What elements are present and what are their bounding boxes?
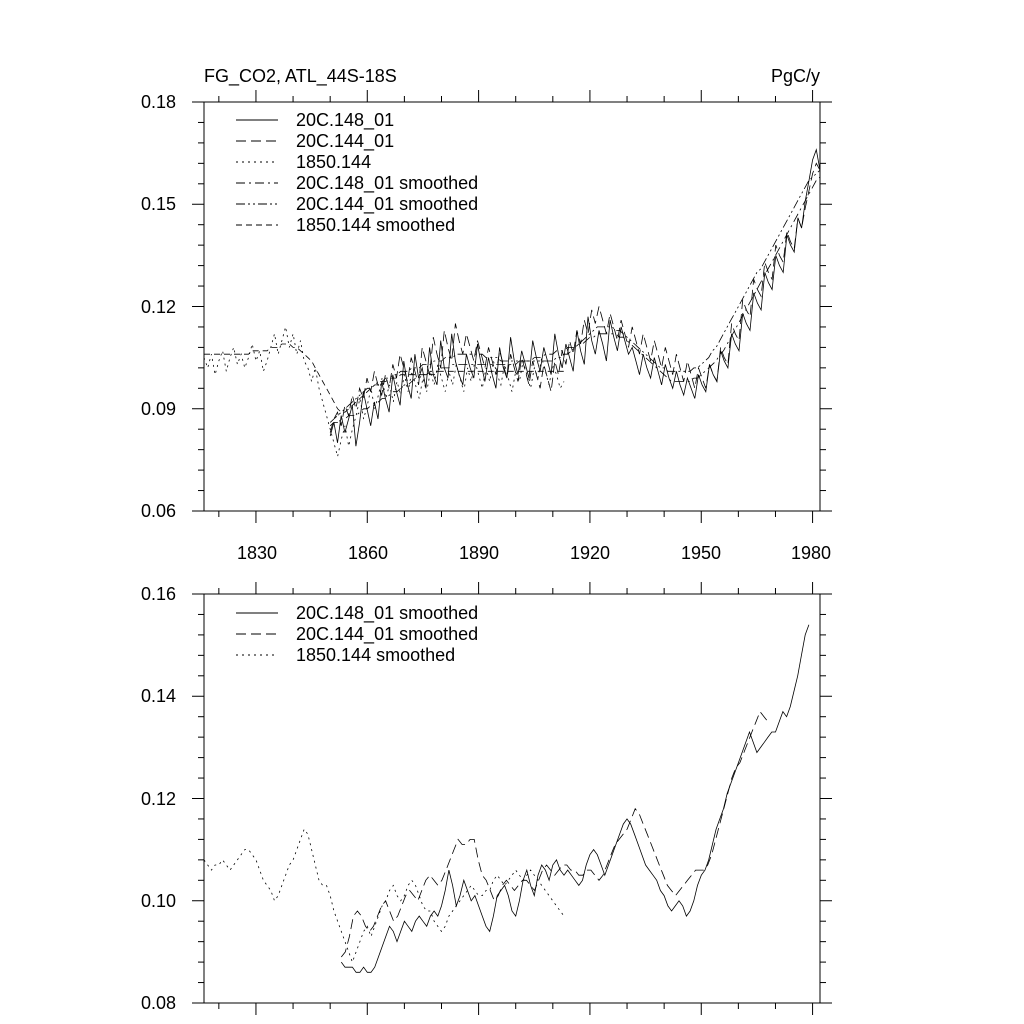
top-chart-title: FG_CO2, ATL_44S-18S [204,66,397,87]
top-series-line-4 [329,176,821,427]
top-tick-marks [192,90,832,523]
bottom-y-tick-label-0.12: 0.12 [141,789,176,809]
top-x-tick-label-1950: 1950 [681,543,721,563]
top-y-tick-label-0.06: 0.06 [141,501,176,521]
top-series-group [203,148,821,457]
top-legend-label-1: 20C.148_01 [296,110,394,131]
top-series-line-2 [329,162,821,433]
top-series-line-1 [329,148,821,447]
bottom-legend-label-2: 20C.144_01 smoothed [296,624,478,645]
top-legend-label-5: 20C.144_01 smoothed [296,194,478,215]
bottom-series-group [203,624,810,973]
top-legend: 20C.148_01 20C.144_01 1850.144 20C.148_0… [236,110,478,235]
bottom-series-line-2 [340,710,769,958]
top-series-line-6 [204,343,564,413]
bottom-y-tick-label-0.08: 0.08 [141,993,176,1013]
bottom-y-tick-label-0.14: 0.14 [141,686,176,706]
bottom-panel: 0.16 0.14 0.12 0.10 0.08 20C.148_01 smoo… [141,582,832,1015]
bottom-tick-marks [192,582,832,1015]
top-y-tick-label-0.12: 0.12 [141,297,176,317]
bottom-y-tick-label-0.10: 0.10 [141,891,176,911]
top-y-tick-label-0.18: 0.18 [141,92,176,112]
top-legend-label-2: 20C.144_01 [296,131,394,152]
bottom-legend: 20C.148_01 smoothed 20C.144_01 smoothed … [236,603,478,665]
top-legend-label-6: 1850.144 smoothed [296,215,455,235]
top-y-tick-label-0.15: 0.15 [141,194,176,214]
bottom-series-line-1 [340,624,810,973]
top-x-tick-label-1860: 1860 [348,543,388,563]
bottom-legend-label-1: 20C.148_01 smoothed [296,603,478,624]
bottom-legend-label-3: 1850.144 smoothed [296,645,455,665]
top-x-tick-label-1920: 1920 [570,543,610,563]
top-y-tick-label-0.09: 0.09 [141,399,176,419]
top-x-tick-label-1830: 1830 [237,543,277,563]
top-legend-label-4: 20C.148_01 smoothed [296,173,478,194]
top-x-tick-label-1890: 1890 [459,543,499,563]
bottom-plot-frame [203,593,821,1004]
top-panel: FG_CO2, ATL_44S-18S PgC/y 0.18 0.15 0.12… [141,66,832,563]
top-chart-units: PgC/y [771,66,820,86]
bottom-y-tick-label-0.16: 0.16 [141,584,176,604]
top-legend-label-3: 1850.144 [296,152,371,172]
top-x-tick-label-1980: 1980 [791,543,831,563]
top-series-line-3 [203,326,565,457]
top-plot-frame [203,101,821,512]
